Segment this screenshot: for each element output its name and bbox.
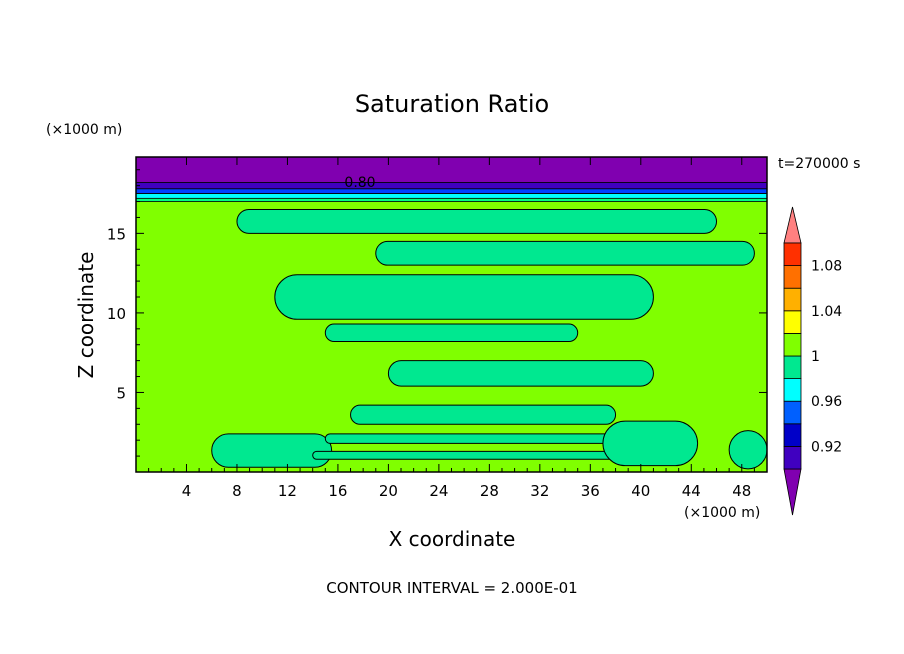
colorbar-segment	[783, 287, 802, 312]
colorbar-tick-label: 0.92	[811, 439, 842, 455]
y-axis-label: Z coordinate	[74, 252, 98, 379]
chart-title: Saturation Ratio	[355, 90, 549, 118]
region-lower-left-blob	[211, 433, 333, 468]
top-band-1	[135, 182, 768, 190]
x-tick-label: 48	[732, 482, 751, 500]
colorbar-tick-label: 1	[811, 349, 820, 365]
colorbar-tick-label: 1.04	[811, 304, 842, 320]
colorbar-segment	[783, 265, 802, 289]
x-tick-label: 28	[480, 482, 499, 500]
region-corner-right-blob	[728, 430, 768, 470]
colorbar-segment	[783, 242, 802, 267]
top-band-2	[135, 188, 768, 194]
region-band-z11	[274, 274, 654, 320]
region-band-z9	[324, 323, 579, 343]
y-tick-label: 5	[116, 384, 126, 402]
top-band-4	[135, 197, 768, 202]
x-tick-label: 36	[581, 482, 600, 500]
contour-interval-footer: CONTOUR INTERVAL = 2.000E-01	[326, 579, 577, 597]
top-band-0	[135, 156, 768, 183]
colorbar: 0.92 0.96 1 1.04 1.08	[783, 206, 842, 516]
time-label: t=270000 s	[778, 156, 860, 172]
region-band-z14	[375, 240, 755, 266]
x-unit-label: (×1000 m)	[684, 505, 760, 521]
x-tick-label: 40	[631, 482, 650, 500]
y-axis: 5 10 15	[107, 169, 767, 457]
colorbar-segment	[783, 378, 802, 402]
region-band-z15	[236, 209, 718, 234]
top-bands	[135, 156, 768, 202]
x-tick-label: 44	[682, 482, 701, 500]
region-right-lower-blob	[602, 420, 699, 467]
colorbar-tick-label: 0.96	[811, 394, 842, 410]
region-band-z3	[350, 404, 617, 425]
x-axis-label: X coordinate	[389, 527, 516, 551]
colorbar-segment	[783, 400, 802, 425]
region-band-z2	[324, 433, 610, 444]
colorbar-tick-label: 1.08	[811, 259, 842, 275]
y-tick-label: 10	[107, 305, 126, 323]
x-tick-label: 4	[182, 482, 192, 500]
x-tick-label: 20	[379, 482, 398, 500]
colorbar-segment	[783, 355, 802, 380]
region-band-z6	[387, 360, 654, 387]
x-tick-label: 8	[232, 482, 242, 500]
contour-value-label: 0.80	[344, 175, 375, 191]
colorbar-low-arrow	[783, 468, 802, 516]
colorbar-segment	[783, 445, 802, 470]
colorbar-segment	[783, 332, 802, 357]
x-tick-label: 32	[530, 482, 549, 500]
colorbar-high-arrow	[783, 206, 802, 244]
y-unit-label: (×1000 m)	[46, 122, 122, 138]
colorbar-segment	[783, 310, 802, 334]
top-band-3	[135, 193, 768, 199]
x-tick-label: 16	[328, 482, 347, 500]
x-tick-label: 12	[278, 482, 297, 500]
x-axis: 4 8 12 16 20 24 28 32 36 40 44 48	[148, 157, 755, 500]
region-band-z1	[312, 450, 623, 460]
colorbar-segment	[783, 423, 802, 447]
contour-regions	[211, 209, 768, 470]
y-tick-label: 15	[107, 225, 126, 243]
x-tick-label: 24	[429, 482, 448, 500]
